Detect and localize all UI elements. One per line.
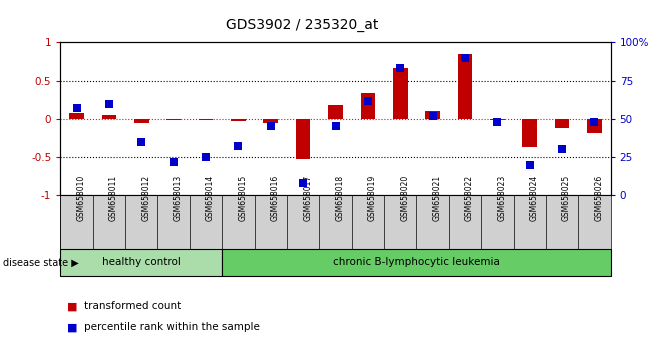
Bar (60, 249, 222, 276)
Bar (360, 93, 375, 119)
Text: GSM658022: GSM658022 (465, 175, 474, 221)
Text: GSM658018: GSM658018 (336, 175, 344, 221)
Text: GSM658011: GSM658011 (109, 175, 118, 221)
Text: chronic B-lymphocytic leukemia: chronic B-lymphocytic leukemia (333, 257, 500, 267)
Bar (393, 68, 407, 119)
Text: disease state ▶: disease state ▶ (3, 257, 79, 267)
Point (460, 55, 470, 61)
Point (103, 101, 114, 107)
Text: GSM658010: GSM658010 (76, 175, 86, 221)
Point (266, 124, 276, 129)
Text: GSM658026: GSM658026 (595, 175, 603, 221)
Text: GSM658013: GSM658013 (174, 175, 183, 221)
Bar (587, 119, 602, 133)
Text: GSM658012: GSM658012 (142, 175, 150, 221)
Text: GSM658014: GSM658014 (206, 175, 215, 221)
Point (427, 113, 438, 119)
Bar (69, 113, 84, 119)
Text: healthy control: healthy control (102, 257, 180, 267)
Bar (166, 119, 181, 120)
Point (492, 119, 503, 125)
Bar (231, 119, 246, 121)
Text: transformed count: transformed count (84, 301, 181, 311)
Point (298, 180, 309, 186)
Text: GSM658021: GSM658021 (433, 175, 442, 221)
Point (395, 65, 405, 71)
Point (136, 139, 147, 144)
Bar (199, 119, 213, 120)
Text: GSM658019: GSM658019 (368, 175, 377, 221)
Bar (490, 119, 505, 120)
Bar (134, 119, 148, 122)
Bar (102, 115, 116, 119)
Point (233, 143, 244, 149)
Text: percentile rank within the sample: percentile rank within the sample (84, 322, 260, 332)
Text: ■: ■ (67, 301, 78, 311)
Bar (425, 111, 440, 119)
Point (362, 98, 373, 103)
Point (201, 154, 211, 160)
Text: GSM658023: GSM658023 (497, 175, 507, 221)
Bar (555, 119, 570, 128)
Point (168, 159, 179, 164)
Bar (264, 119, 278, 122)
Point (589, 119, 600, 125)
Bar (222, 249, 611, 276)
Text: GSM658016: GSM658016 (271, 175, 280, 221)
Text: GSM658015: GSM658015 (238, 175, 248, 221)
Point (71, 105, 82, 111)
Text: GSM658017: GSM658017 (303, 175, 312, 221)
Text: GSM658025: GSM658025 (562, 175, 571, 221)
Point (557, 147, 568, 152)
Text: GDS3902 / 235320_at: GDS3902 / 235320_at (225, 18, 378, 32)
Text: GSM658020: GSM658020 (400, 175, 409, 221)
Bar (296, 119, 311, 159)
Point (330, 124, 341, 129)
Bar (458, 54, 472, 119)
Point (524, 162, 535, 167)
Text: ■: ■ (67, 322, 78, 332)
Text: GSM658024: GSM658024 (529, 175, 539, 221)
Bar (328, 105, 343, 119)
Bar (523, 119, 537, 147)
